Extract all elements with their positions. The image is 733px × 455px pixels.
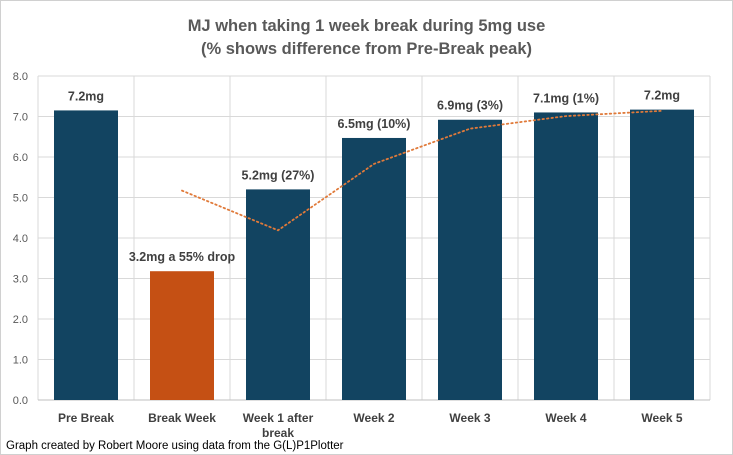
bars xyxy=(54,109,694,401)
bar xyxy=(246,189,310,400)
y-tick-label: 7.0 xyxy=(13,112,28,124)
data-labels: 7.2mg 3.2mg a 55% drop 5.2mg (27%) 6.5mg (1… xyxy=(68,89,680,265)
category-label: Week 1 after break xyxy=(243,411,314,440)
y-tick-label: 2.0 xyxy=(13,314,28,326)
data-label: 6.9mg (3%) xyxy=(437,99,503,113)
chart-title-line-2: (% shows difference from Pre-Break peak) xyxy=(201,40,532,58)
trendline-path xyxy=(181,109,663,232)
y-tick-label: 0.0 xyxy=(13,395,28,407)
category-label: Week 5 xyxy=(641,411,682,425)
bar xyxy=(534,112,598,400)
bar xyxy=(342,137,406,400)
category-label: Week 3 xyxy=(449,411,490,425)
chart-title-line-1: MJ when taking 1 week break during 5mg u… xyxy=(188,17,546,35)
bar xyxy=(54,110,118,401)
bar xyxy=(630,109,694,401)
bar xyxy=(150,271,214,400)
category-label: Pre Break xyxy=(58,411,114,425)
y-tick-label: 3.0 xyxy=(13,274,28,286)
category-label: Week 4 xyxy=(545,411,586,425)
data-label: 7.2mg xyxy=(68,89,104,103)
category-labels: Pre Break Break Week Week 1 after break Week… xyxy=(58,411,683,440)
data-label: 7.1mg (1%) xyxy=(533,91,599,105)
data-label: 5.2mg (27%) xyxy=(242,168,315,182)
y-tick-label: 6.0 xyxy=(13,152,28,164)
bar xyxy=(438,119,502,401)
category-label: Week 2 xyxy=(353,411,394,425)
y-tick-label: 5.0 xyxy=(13,193,28,205)
trendline xyxy=(181,109,663,232)
data-label: 3.2mg a 55% drop xyxy=(129,250,236,264)
y-tick-label: 8.0 xyxy=(13,71,28,83)
y-tick-label: 1.0 xyxy=(13,355,28,367)
category-label: Break Week xyxy=(148,411,216,425)
y-tick-label: 4.0 xyxy=(13,233,28,245)
data-label: 7.2mg xyxy=(644,89,680,103)
y-axis-ticks: 0.0 1.0 2.0 3.0 4.0 5.0 6.0 7.0 8.0 xyxy=(13,71,28,407)
data-label: 6.5mg (10%) xyxy=(338,117,411,131)
footnote: Graph created by Robert Moore using data… xyxy=(6,440,344,452)
